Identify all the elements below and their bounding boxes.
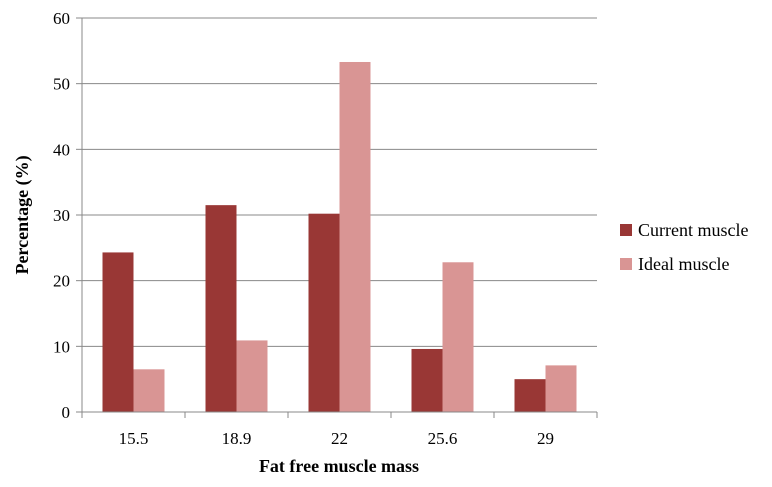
y-tick-label: 50 bbox=[53, 75, 70, 94]
bar-current bbox=[411, 348, 443, 412]
bar-current bbox=[514, 379, 546, 412]
x-axis-title: Fat free muscle mass bbox=[259, 456, 419, 476]
y-axis-title: Percentage (%) bbox=[12, 155, 33, 274]
legend-swatch bbox=[620, 258, 632, 270]
bar-current bbox=[102, 252, 134, 412]
y-tick-label: 60 bbox=[53, 9, 70, 28]
x-tick-label: 25.6 bbox=[428, 429, 458, 448]
y-tick-label: 20 bbox=[53, 272, 70, 291]
axes bbox=[76, 17, 598, 418]
bar-ideal bbox=[545, 365, 577, 412]
bar-ideal bbox=[442, 262, 474, 412]
bar-current bbox=[308, 213, 340, 412]
y-tick-label: 40 bbox=[53, 140, 70, 159]
x-tick-label: 15.5 bbox=[119, 429, 149, 448]
x-tick-label: 18.9 bbox=[222, 429, 252, 448]
legend-label: Current muscle bbox=[638, 220, 748, 240]
x-tick-label: 29 bbox=[537, 429, 554, 448]
bar-current bbox=[205, 205, 237, 412]
tick-labels: 0 10 20 30 40 50 60 15.5 18.9 22 25.6 29 bbox=[53, 9, 554, 448]
y-tick-label: 10 bbox=[53, 337, 70, 356]
bar-ideal bbox=[339, 61, 371, 412]
bar-ideal bbox=[236, 340, 268, 412]
bars bbox=[102, 61, 577, 412]
x-tick-label: 22 bbox=[331, 429, 348, 448]
y-tick-label: 30 bbox=[53, 206, 70, 225]
legend-swatch bbox=[620, 224, 632, 236]
legend: Current muscle Ideal muscle bbox=[620, 220, 748, 274]
y-tick-label: 0 bbox=[62, 403, 71, 422]
legend-label: Ideal muscle bbox=[638, 254, 729, 274]
bar-ideal bbox=[133, 369, 165, 412]
